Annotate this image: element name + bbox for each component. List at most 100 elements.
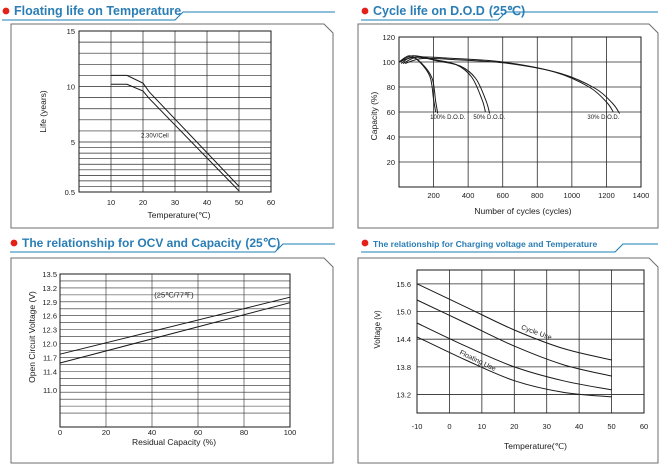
panel-cycle-life: Cycle life on D.O.D (25℃) 200 400 600 800 1000…	[357, 4, 659, 229]
x-tick-label: 20	[139, 198, 147, 207]
plot-area	[398, 36, 642, 188]
y-tick-label: 12.6	[42, 312, 57, 321]
x-tick-label: 1000	[564, 191, 581, 200]
chart-title: Cycle life on D.O.D (25℃)	[373, 4, 525, 18]
x-tick-label: 20	[510, 422, 518, 431]
y-axis-label: Open Circuit Voltage (V)	[27, 291, 37, 383]
plot-grid	[417, 270, 644, 413]
plot-grid	[399, 37, 641, 187]
title-underline	[10, 243, 335, 253]
y-tick-label: 14.4	[396, 335, 411, 344]
x-tick-label: 60	[267, 198, 275, 207]
x-tick-label: 800	[531, 191, 544, 200]
chart-title-suffix: (25℃)	[489, 4, 525, 18]
series-line-0	[416, 283, 612, 361]
panel-frame	[10, 257, 334, 464]
x-tick-label: 10	[107, 198, 115, 207]
y-tick-label: 10	[67, 83, 75, 92]
x-tick-label: -10	[412, 422, 423, 431]
series-line-outer-2	[405, 57, 621, 114]
panel-ocv-capacity: The relationship for OCV and Capacity (25…	[10, 236, 335, 464]
x-axis-label: Temperature(℃)	[504, 441, 567, 451]
y-tick-label: 15	[67, 27, 75, 36]
y-tick-label: 13.2	[42, 284, 57, 293]
series-line-1	[59, 302, 291, 364]
x-tick-label: 30	[171, 198, 179, 207]
chart-title-text: Floating life on Temperature	[14, 4, 181, 18]
y-axis-label: Capacity (%)	[369, 92, 379, 141]
chart-title: Floating life on Temperature	[14, 4, 181, 18]
y-tick-label: 60	[387, 108, 395, 117]
y-tick-label: 12.3	[42, 326, 57, 335]
x-tick-label: 60	[194, 428, 202, 437]
series-line-2	[416, 322, 612, 391]
plot-area	[416, 269, 645, 414]
x-tick-label: 80	[240, 428, 248, 437]
series-label: 50% D.O.D.	[473, 115, 505, 121]
y-axis-label: Life (years)	[38, 90, 48, 133]
x-tick-label: 40	[575, 422, 583, 431]
y-tick-label: 20	[387, 158, 395, 167]
x-axis-label: Temperature(℃)	[148, 210, 211, 220]
y-tick-label: 120	[382, 33, 395, 42]
panel-floating-life: Floating life on Temperature 10 20 30 40 50 60…	[2, 4, 335, 229]
x-tick-label: 50	[607, 422, 615, 431]
x-tick-label: 0	[447, 422, 451, 431]
y-tick-label: 12.0	[42, 340, 57, 349]
y-tick-label: 15.0	[396, 308, 411, 317]
title-underline	[361, 11, 658, 21]
panel-frame	[357, 257, 659, 464]
x-tick-label: 10	[478, 422, 486, 431]
x-tick-label: 200	[427, 191, 440, 200]
chart-title: The relationship for Charging voltage an…	[373, 239, 597, 249]
chart-title-suffix: (25℃)	[245, 236, 280, 250]
plot-grid	[79, 30, 271, 192]
x-axis-label: Number of cycles (cycles)	[474, 206, 571, 216]
x-tick-label: 1400	[633, 191, 650, 200]
title-bullet	[2, 7, 10, 15]
series-line-3	[416, 336, 612, 398]
x-tick-label: 20	[102, 428, 110, 437]
panel-frame	[10, 23, 334, 229]
chart-title-text: Cycle life on D.O.D	[373, 4, 485, 18]
panel-charging-voltage: The relationship for Charging voltage an…	[357, 239, 659, 464]
x-tick-label: 0	[58, 428, 62, 437]
x-tick-label: 600	[496, 191, 509, 200]
x-tick-label: 1200	[598, 191, 615, 200]
y-tick-label: 80	[387, 83, 395, 92]
y-tick-label: 11.7	[43, 353, 57, 362]
y-tick-label: 13.2	[396, 391, 411, 400]
title-bullet	[10, 239, 18, 247]
series-label: Floating Use	[458, 349, 496, 373]
plot-area	[59, 273, 291, 428]
series-label: 30% D.O.D.	[587, 115, 619, 121]
title-underline	[2, 11, 335, 21]
chart-title: The relationship for OCV and Capacity (25…	[22, 236, 280, 250]
x-tick-label: 100	[284, 428, 297, 437]
x-tick-label: 40	[203, 198, 211, 207]
x-tick-label: 60	[640, 422, 648, 431]
series-line-2	[398, 56, 614, 113]
y-tick-label: 100	[382, 58, 395, 67]
x-tick-label: 40	[148, 428, 156, 437]
title-bullet	[361, 239, 369, 247]
y-tick-label: 40	[387, 133, 395, 142]
panel-frame	[357, 23, 659, 229]
curve-annotation: 2.30V/Cell	[141, 134, 169, 140]
title-bullet	[361, 7, 369, 15]
series-line-0	[59, 296, 291, 355]
y-tick-label: 5	[71, 138, 75, 147]
y-tick-label: 11.4	[43, 367, 57, 376]
chart-title-text: The relationship for OCV and Capacity	[22, 236, 242, 250]
series-line-0	[398, 55, 437, 113]
x-tick-label: 50	[235, 198, 243, 207]
title-underline	[361, 243, 658, 253]
series-line-1	[398, 55, 486, 113]
series-line-1	[111, 83, 240, 192]
y-axis-label: Voltage (v)	[373, 310, 382, 349]
x-tick-label: 30	[543, 422, 551, 431]
y-tick-label: 13.8	[396, 363, 411, 372]
series-line-1	[416, 299, 612, 377]
y-tick-label: 11.0	[43, 386, 57, 395]
